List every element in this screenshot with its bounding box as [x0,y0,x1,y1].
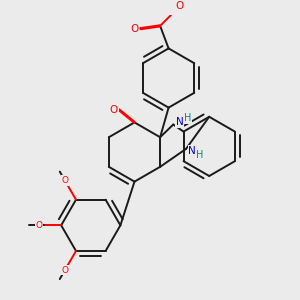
Text: O: O [36,221,43,230]
Text: N: N [176,117,183,127]
Text: O: O [130,24,138,34]
Text: O: O [61,266,68,274]
Text: N: N [188,146,196,156]
Text: H: H [184,113,191,123]
Text: H: H [196,150,204,160]
Text: O: O [61,176,68,185]
Text: O: O [176,1,184,11]
Text: O: O [110,105,118,115]
